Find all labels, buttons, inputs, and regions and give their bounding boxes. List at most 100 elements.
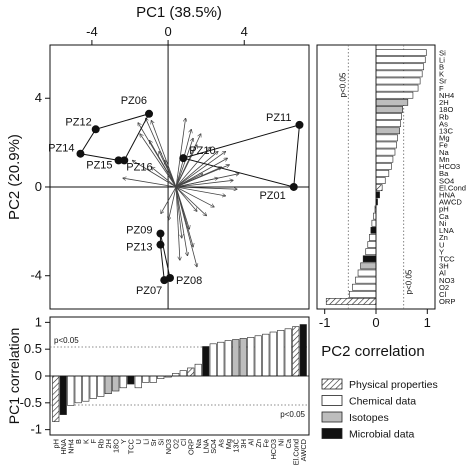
- legend-label: Isotopes: [349, 412, 389, 424]
- pc1-category-label: SO4: [209, 439, 218, 454]
- loading-arrow: [176, 186, 237, 189]
- sample-point: [295, 120, 304, 129]
- pc2-bar: [375, 127, 400, 135]
- pc1-y-tick-label: -0.5: [20, 395, 42, 410]
- sample-label: PZ11: [266, 112, 291, 124]
- pc2-bar: [375, 191, 380, 199]
- legend-swatch: [321, 428, 343, 439]
- sample-point: [114, 156, 123, 165]
- pc2-bar: [375, 170, 390, 177]
- pc2-x-label: PC2 correlation: [321, 343, 424, 360]
- pc1-category-label: Ca: [284, 438, 293, 448]
- sample-label: PZ15: [86, 159, 112, 171]
- biplot-y-label: PC2 (20.9%): [6, 134, 23, 220]
- pc2-bar: [375, 106, 403, 113]
- pc2-category-label: HNA: [439, 190, 456, 199]
- pc2-category-label: Na: [439, 148, 449, 157]
- loading-arrow: [140, 134, 177, 188]
- loading-arrow: [175, 178, 218, 188]
- pc2-bar: [362, 255, 377, 263]
- pc1-y-tick-label: 0.5: [24, 341, 42, 356]
- pc1-category-label: Li: [141, 439, 150, 445]
- pc2-category-label: 3H: [439, 262, 449, 271]
- pc2-bar: [375, 134, 398, 142]
- pc2-bar: [367, 241, 377, 248]
- loading-arrow: [123, 178, 177, 188]
- pc1-category-label: 3H: [239, 439, 248, 448]
- pc1-bar: [217, 341, 225, 377]
- pc2-bar: [370, 226, 377, 234]
- pc2-category-label: Zn: [439, 233, 448, 242]
- pc2-category-label: LNA: [439, 226, 455, 235]
- biplot-left-tick-label: 4: [35, 90, 42, 105]
- loading-arrow: [151, 120, 177, 188]
- pc2-bar: [352, 283, 377, 291]
- pc1-bar: [209, 343, 217, 377]
- sample-label: PZ12: [65, 116, 91, 128]
- loading-arrow: [175, 151, 226, 188]
- pc1-category-label: HNA: [59, 439, 68, 455]
- pc2-threshold-label: p<0.05: [405, 269, 414, 294]
- pc2-category-label: HCO3: [439, 162, 460, 171]
- pc2-category-label: Ni: [439, 219, 446, 228]
- pc1-bar: [142, 375, 150, 383]
- pc1-category-label: Si: [156, 439, 165, 446]
- loading-arrow: [175, 145, 197, 188]
- pc1-category-label: Sr: [149, 438, 158, 446]
- legend-label: Physical properties: [349, 379, 438, 391]
- pc2-category-label: ORP: [439, 297, 455, 306]
- pc2-category-label: Rb: [439, 112, 449, 121]
- legend-label: Chemical data: [349, 396, 416, 408]
- loading-arrow: [175, 186, 182, 238]
- pc1-bar: [97, 375, 105, 397]
- sample-label: PZ06: [121, 95, 147, 107]
- pc2-category-label: Al: [439, 269, 446, 278]
- pc1-category-label: K: [81, 439, 90, 444]
- pc1-bar: [202, 346, 210, 377]
- pc2-bar: [375, 70, 423, 78]
- pc1-bar: [299, 324, 307, 377]
- pc1-bar: [187, 367, 195, 377]
- pc2-bar: [375, 155, 394, 163]
- pc2-bar: [375, 63, 425, 71]
- pc1-bars: p<0.05p<0.05pHHNANH4BKFRb2H18OYTCCULiSrS…: [20, 314, 309, 465]
- pc1-bar: [104, 375, 112, 395]
- loading-arrow: [168, 186, 177, 220]
- pc2-category-label: AWCD: [439, 198, 462, 207]
- biplot-frame: [49, 44, 310, 310]
- pc2-bar: [375, 49, 427, 56]
- pc2-category-label: U: [439, 240, 444, 249]
- pc1-category-label: U: [134, 439, 143, 444]
- loading-arrow: [151, 167, 177, 188]
- pc2-bar: [371, 219, 377, 227]
- biplot-top-tick-label: -4: [86, 24, 98, 39]
- pc1-y-tick-label: 1: [35, 314, 42, 329]
- pc2-category-label: Fe: [439, 141, 448, 150]
- pc1-bar: [262, 333, 270, 377]
- sample-label: PZ14: [48, 143, 74, 155]
- pc1-category-label: NH4: [66, 439, 75, 454]
- pc2-bar: [375, 84, 419, 92]
- pc1-bar: [247, 337, 255, 377]
- biplot-top-tick-label: 0: [164, 24, 171, 39]
- pc1-bar: [269, 331, 277, 377]
- legend-swatch: [321, 411, 343, 423]
- pc1-bar: [89, 375, 97, 399]
- biplot-x-label: PC1 (38.5%): [136, 4, 222, 21]
- pc1-category-label: Cl: [179, 439, 188, 446]
- pc1-bar: [224, 340, 232, 377]
- pc1-category-label: ORP: [186, 439, 195, 455]
- sample-point: [76, 149, 85, 158]
- pc1-bar: [254, 335, 262, 377]
- pc2-category-label: Mn: [439, 155, 450, 164]
- loading-arrow: [175, 186, 197, 211]
- pc2-category-label: Si: [439, 48, 446, 57]
- pc1-bar: [119, 375, 127, 389]
- pc2-bar: [375, 56, 426, 64]
- pc1-category-label: As: [216, 439, 225, 448]
- pc1-category-label: pH: [51, 439, 60, 448]
- pc2-category-label: K: [439, 70, 444, 79]
- pc1-bar: [74, 375, 82, 404]
- pc1-category-label: NO3: [164, 439, 173, 454]
